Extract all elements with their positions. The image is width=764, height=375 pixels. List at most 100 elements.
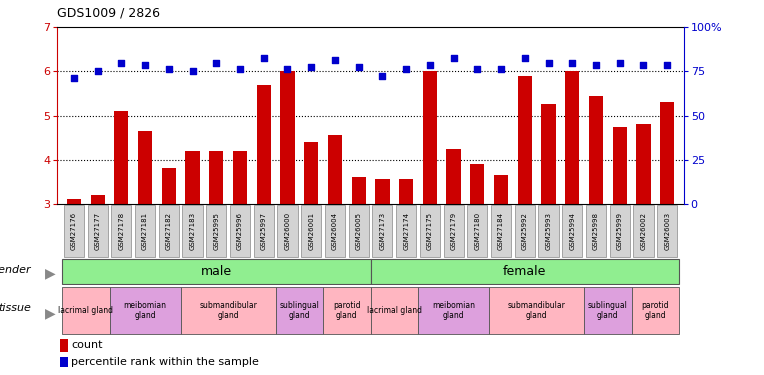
Point <box>329 57 341 63</box>
Text: GSM25992: GSM25992 <box>522 212 528 250</box>
Point <box>115 60 128 66</box>
FancyBboxPatch shape <box>371 259 679 284</box>
FancyBboxPatch shape <box>396 205 416 257</box>
Bar <box>138 131 152 204</box>
Point <box>400 66 413 72</box>
Point <box>471 66 484 72</box>
Bar <box>494 175 508 204</box>
FancyBboxPatch shape <box>64 205 84 257</box>
Text: meibomian
gland: meibomian gland <box>432 301 475 320</box>
FancyBboxPatch shape <box>183 205 202 257</box>
Text: sublingual
gland: sublingual gland <box>588 301 628 320</box>
FancyBboxPatch shape <box>489 286 584 334</box>
Text: GSM27174: GSM27174 <box>403 212 410 250</box>
Text: GSM27173: GSM27173 <box>380 212 385 250</box>
FancyBboxPatch shape <box>181 286 276 334</box>
Point <box>257 55 270 61</box>
Text: count: count <box>71 340 103 350</box>
Point <box>542 60 555 66</box>
Point <box>495 66 507 72</box>
FancyBboxPatch shape <box>88 205 108 257</box>
FancyBboxPatch shape <box>610 205 630 257</box>
Text: GSM26003: GSM26003 <box>664 212 670 250</box>
FancyBboxPatch shape <box>159 205 179 257</box>
Point <box>139 62 151 68</box>
Bar <box>399 179 413 204</box>
Bar <box>660 102 675 204</box>
Text: tissue: tissue <box>0 303 31 313</box>
Text: GSM27184: GSM27184 <box>498 212 504 250</box>
FancyBboxPatch shape <box>62 259 371 284</box>
FancyBboxPatch shape <box>276 286 323 334</box>
Text: GDS1009 / 2826: GDS1009 / 2826 <box>57 6 160 20</box>
Bar <box>186 151 199 204</box>
FancyBboxPatch shape <box>301 205 322 257</box>
Point <box>590 62 602 68</box>
Point <box>519 55 531 61</box>
Text: GSM27175: GSM27175 <box>427 212 433 250</box>
FancyBboxPatch shape <box>418 286 489 334</box>
Point <box>68 75 80 81</box>
Bar <box>565 71 579 204</box>
FancyBboxPatch shape <box>539 205 558 257</box>
FancyBboxPatch shape <box>371 286 418 334</box>
Text: GSM27176: GSM27176 <box>71 212 77 250</box>
Point <box>281 66 293 72</box>
Text: submandibular
gland: submandibular gland <box>508 301 565 320</box>
Text: ▶: ▶ <box>45 266 56 280</box>
Text: GSM27181: GSM27181 <box>142 212 148 250</box>
Bar <box>518 76 532 204</box>
Text: GSM25995: GSM25995 <box>213 212 219 250</box>
FancyBboxPatch shape <box>325 205 345 257</box>
Point <box>377 73 389 79</box>
Bar <box>304 142 319 204</box>
Text: GSM26000: GSM26000 <box>284 212 290 250</box>
FancyBboxPatch shape <box>112 205 131 257</box>
Bar <box>90 195 105 204</box>
FancyBboxPatch shape <box>135 205 155 257</box>
Text: submandibular
gland: submandibular gland <box>199 301 257 320</box>
Bar <box>115 111 128 204</box>
Text: GSM25994: GSM25994 <box>569 212 575 250</box>
Bar <box>257 85 271 204</box>
FancyBboxPatch shape <box>468 205 487 257</box>
Bar <box>209 151 223 204</box>
Text: GSM26001: GSM26001 <box>308 212 314 250</box>
Text: meibomian
gland: meibomian gland <box>124 301 167 320</box>
Text: GSM27183: GSM27183 <box>189 212 196 250</box>
Bar <box>162 168 176 204</box>
Text: GSM25999: GSM25999 <box>617 212 623 250</box>
Point <box>163 66 175 72</box>
Text: GSM27177: GSM27177 <box>95 212 101 250</box>
Bar <box>280 71 295 204</box>
FancyBboxPatch shape <box>444 205 464 257</box>
Text: gender: gender <box>0 265 31 275</box>
FancyBboxPatch shape <box>586 205 606 257</box>
Point <box>566 60 578 66</box>
FancyBboxPatch shape <box>109 286 181 334</box>
Text: GSM26004: GSM26004 <box>332 212 338 250</box>
FancyBboxPatch shape <box>632 286 679 334</box>
Text: female: female <box>503 265 546 278</box>
Point <box>352 64 364 70</box>
FancyBboxPatch shape <box>419 205 440 257</box>
Text: GSM27180: GSM27180 <box>474 212 481 250</box>
Text: parotid
gland: parotid gland <box>333 301 361 320</box>
Text: male: male <box>201 265 231 278</box>
Bar <box>542 105 555 204</box>
Text: parotid
gland: parotid gland <box>642 301 669 320</box>
Text: ▶: ▶ <box>45 306 56 320</box>
Text: GSM25993: GSM25993 <box>545 212 552 250</box>
Bar <box>589 96 603 204</box>
FancyBboxPatch shape <box>657 205 677 257</box>
Text: lacrimal gland: lacrimal gland <box>58 306 113 315</box>
Bar <box>446 148 461 204</box>
FancyBboxPatch shape <box>633 205 653 257</box>
Bar <box>613 126 626 204</box>
Text: GSM25997: GSM25997 <box>261 212 267 250</box>
Text: sublingual
gland: sublingual gland <box>280 301 319 320</box>
Text: GSM26005: GSM26005 <box>356 212 361 250</box>
FancyBboxPatch shape <box>491 205 511 257</box>
FancyBboxPatch shape <box>206 205 226 257</box>
FancyBboxPatch shape <box>348 205 369 257</box>
